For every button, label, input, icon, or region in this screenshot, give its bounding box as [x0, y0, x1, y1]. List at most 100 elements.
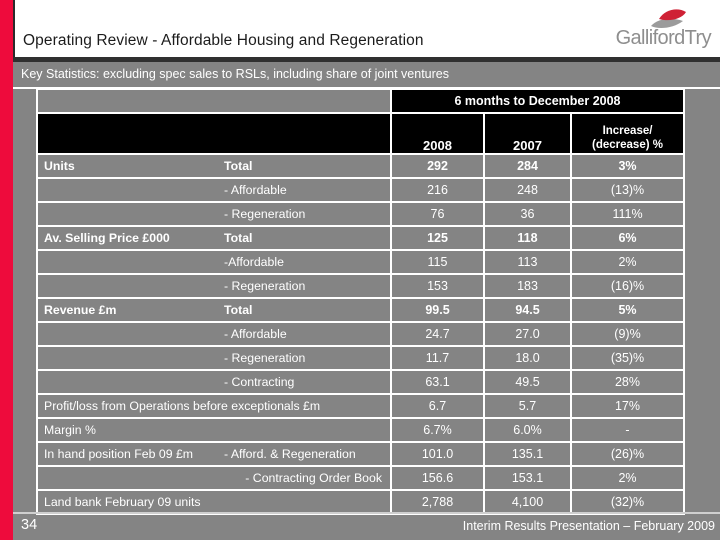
row-label-cell: - Affordable — [36, 321, 392, 347]
table-row: - Affordable 216 248 (13)% — [36, 177, 685, 203]
value-2008: 292 — [390, 153, 485, 179]
value-2007: 6.0% — [483, 417, 572, 443]
table-row: In hand position Feb 09 £m - Afford. & Re… — [36, 441, 685, 467]
value-2008: 11.7 — [390, 345, 485, 371]
row-metric: - Regeneration — [224, 207, 306, 221]
row-label-cell: - Regeneration — [36, 273, 392, 299]
value-change: 5% — [570, 297, 685, 323]
value-2007: 135.1 — [483, 441, 572, 467]
row-metric: Total — [224, 159, 253, 173]
table-row: Av. Selling Price £000 Total 125 118 6% — [36, 225, 685, 251]
header-change-line1: Increase/ — [602, 125, 653, 138]
key-statistics-table: 6 months to December 2008 2008 2007 Incr… — [36, 88, 685, 515]
table-row: - Contracting 63.1 49.5 28% — [36, 369, 685, 395]
value-change: (35)% — [570, 345, 685, 371]
value-2007: 118 — [483, 225, 572, 251]
row-metric: Total — [224, 303, 253, 317]
value-2007: 4,100 — [483, 489, 572, 515]
table-row: Profit/loss from Operations before excep… — [36, 393, 685, 419]
table-row: - Regeneration 153 183 (16)% — [36, 273, 685, 299]
table-row: - Regeneration 76 36 111% — [36, 201, 685, 227]
value-2008: 24.7 — [390, 321, 485, 347]
value-2008: 115 — [390, 249, 485, 275]
row-label-cell: Land bank February 09 units — [36, 489, 392, 515]
table-row: Revenue £m Total 99.5 94.5 5% — [36, 297, 685, 323]
row-label-cell: - Contracting — [36, 369, 392, 395]
row-metric: Total — [224, 231, 253, 245]
value-change: 3% — [570, 153, 685, 179]
row-metric: - Regeneration — [224, 279, 306, 293]
period-banner: 6 months to December 2008 — [390, 88, 685, 114]
value-2007: 94.5 — [483, 297, 572, 323]
subtitle-band: Key Statistics: excluding spec sales to … — [13, 62, 720, 89]
value-change: 6% — [570, 225, 685, 251]
header-shadow-line — [13, 57, 720, 62]
table-row: -Affordable 115 113 2% — [36, 249, 685, 275]
value-2007: 113 — [483, 249, 572, 275]
row-metric: - Regeneration — [224, 351, 306, 365]
table-row: Land bank February 09 units 2,788 4,100 (32… — [36, 489, 685, 515]
leaf-swoosh-icon — [651, 9, 686, 29]
value-2007: 49.5 — [483, 369, 572, 395]
row-category: Profit/loss from Operations before excep… — [44, 399, 321, 413]
row-label-cell: - Regeneration — [36, 345, 392, 371]
value-2008: 2,788 — [390, 489, 485, 515]
header-change: Increase/ (decrease) % — [570, 112, 685, 155]
value-change: 17% — [570, 393, 685, 419]
value-2007: 18.0 — [483, 345, 572, 371]
row-label-cell: Units Total — [36, 153, 392, 179]
row-label-cell: Margin % — [36, 417, 392, 443]
row-metric: - Afford. & Regeneration — [224, 447, 356, 461]
row-metric: - Affordable — [224, 183, 287, 197]
row-label-cell: -Affordable — [36, 249, 392, 275]
value-change: 2% — [570, 465, 685, 491]
column-header-row: 2008 2007 Increase/ (decrease) % — [36, 112, 685, 155]
row-label-cell: Av. Selling Price £000 Total — [36, 225, 392, 251]
row-metric: - Contracting — [224, 375, 295, 389]
value-2007: 5.7 — [483, 393, 572, 419]
value-2007: 153.1 — [483, 465, 572, 491]
value-2007: 183 — [483, 273, 572, 299]
header-label-cell — [36, 112, 392, 155]
value-change: (9)% — [570, 321, 685, 347]
row-label-cell: Profit/loss from Operations before excep… — [36, 393, 392, 419]
table-row: Margin % 6.7% 6.0% - — [36, 417, 685, 443]
banner-spacer — [36, 88, 392, 114]
company-logo: GallifordTry — [595, 4, 713, 54]
slide-header: Operating Review - Affordable Housing an… — [13, 0, 720, 57]
table-row: - Contracting Order Book 156.6 153.1 2% — [36, 465, 685, 491]
left-accent-bar — [0, 0, 13, 540]
row-label-cell: Revenue £m Total — [36, 297, 392, 323]
row-category: Margin % — [44, 423, 96, 437]
value-change: (32)% — [570, 489, 685, 515]
row-label-cell: - Contracting Order Book — [36, 465, 392, 491]
page-number: 34 — [21, 517, 38, 533]
row-metric: -Affordable — [224, 255, 284, 269]
value-2007: 248 — [483, 177, 572, 203]
table-row: Units Total 292 284 3% — [36, 153, 685, 179]
row-category: Units — [44, 159, 75, 173]
value-change: (16)% — [570, 273, 685, 299]
footer-separator — [13, 512, 720, 514]
row-label-cell: - Regeneration — [36, 201, 392, 227]
value-change: 28% — [570, 369, 685, 395]
value-change: (13)% — [570, 177, 685, 203]
row-label-cell: In hand position Feb 09 £m - Afford. & Re… — [36, 441, 392, 467]
value-change: (26)% — [570, 441, 685, 467]
value-2008: 6.7% — [390, 417, 485, 443]
page-title: Operating Review - Affordable Housing an… — [23, 32, 424, 49]
value-change: 2% — [570, 249, 685, 275]
value-2007: 284 — [483, 153, 572, 179]
row-metric: - Contracting Order Book — [245, 471, 382, 485]
header-2008: 2008 — [390, 112, 485, 155]
value-2008: 153 — [390, 273, 485, 299]
value-2008: 6.7 — [390, 393, 485, 419]
value-2008: 101.0 — [390, 441, 485, 467]
header-change-line2: (decrease) % — [592, 139, 663, 152]
row-category: Av. Selling Price £000 — [44, 231, 170, 245]
row-category: Revenue £m — [44, 303, 117, 317]
table-row: - Regeneration 11.7 18.0 (35)% — [36, 345, 685, 371]
value-2007: 36 — [483, 201, 572, 227]
header-2007: 2007 — [483, 112, 572, 155]
